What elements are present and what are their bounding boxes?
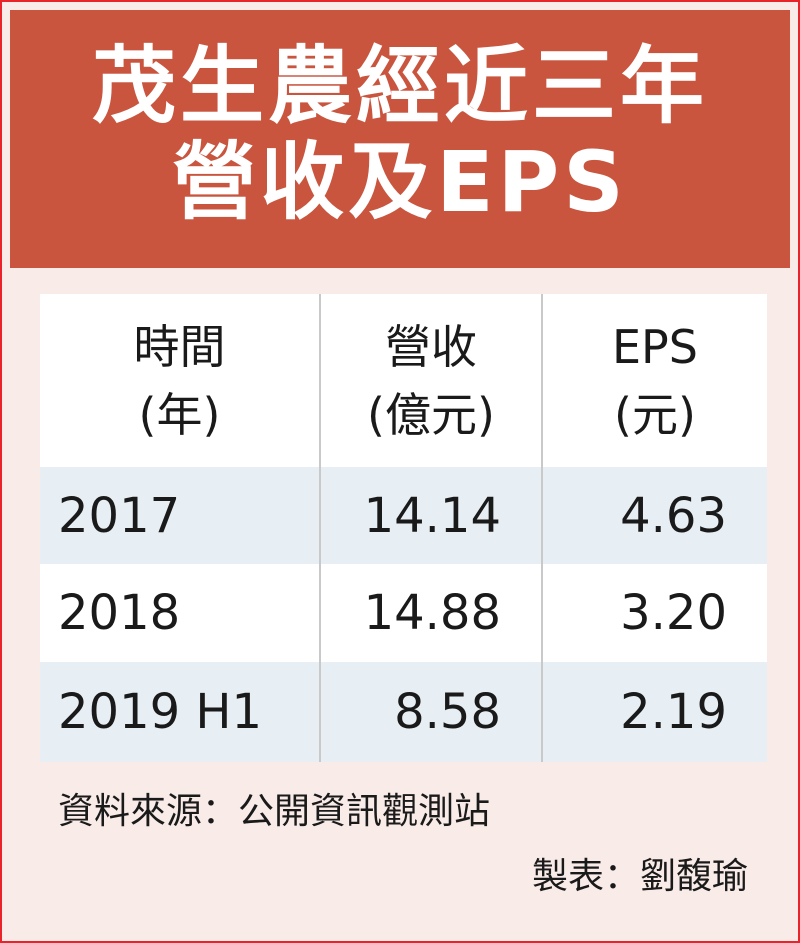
cell-value: 2.19 (620, 684, 727, 740)
cell-value: 14.88 (363, 585, 501, 641)
column-header: (億元) (367, 388, 495, 442)
column-divider (541, 294, 543, 762)
cell-value: 4.63 (620, 487, 727, 544)
title-banner: 茂生農經近三年 營收及EPS (10, 10, 790, 268)
column-header: (年) (138, 388, 221, 442)
cell-value: 8.58 (394, 684, 501, 740)
column-header: 營收 (385, 320, 477, 374)
title-line: 營收及EPS (172, 133, 628, 231)
source-note: 資料來源：公開資訊觀測站 (58, 791, 491, 832)
column-divider (319, 294, 321, 762)
cell-value: 3.20 (620, 585, 727, 641)
table: 時間 (年) 營收 (億元) EPS (元) 2017 14.14 4.63 2018 14.88 3… (40, 294, 767, 762)
row-band (40, 662, 767, 762)
credit: 製表：劉馥瑜 (531, 856, 748, 897)
row-label: 2017 (58, 487, 181, 544)
row-label: 2018 (58, 585, 181, 641)
row-band (40, 467, 767, 564)
cell-value: 14.14 (363, 487, 501, 544)
column-header: 時間 (133, 320, 226, 374)
title-line: 茂生農經近三年 (91, 37, 708, 135)
row-label: 2019 H1 (58, 684, 263, 740)
column-header: EPS (611, 320, 698, 374)
column-header: (元) (614, 388, 696, 442)
